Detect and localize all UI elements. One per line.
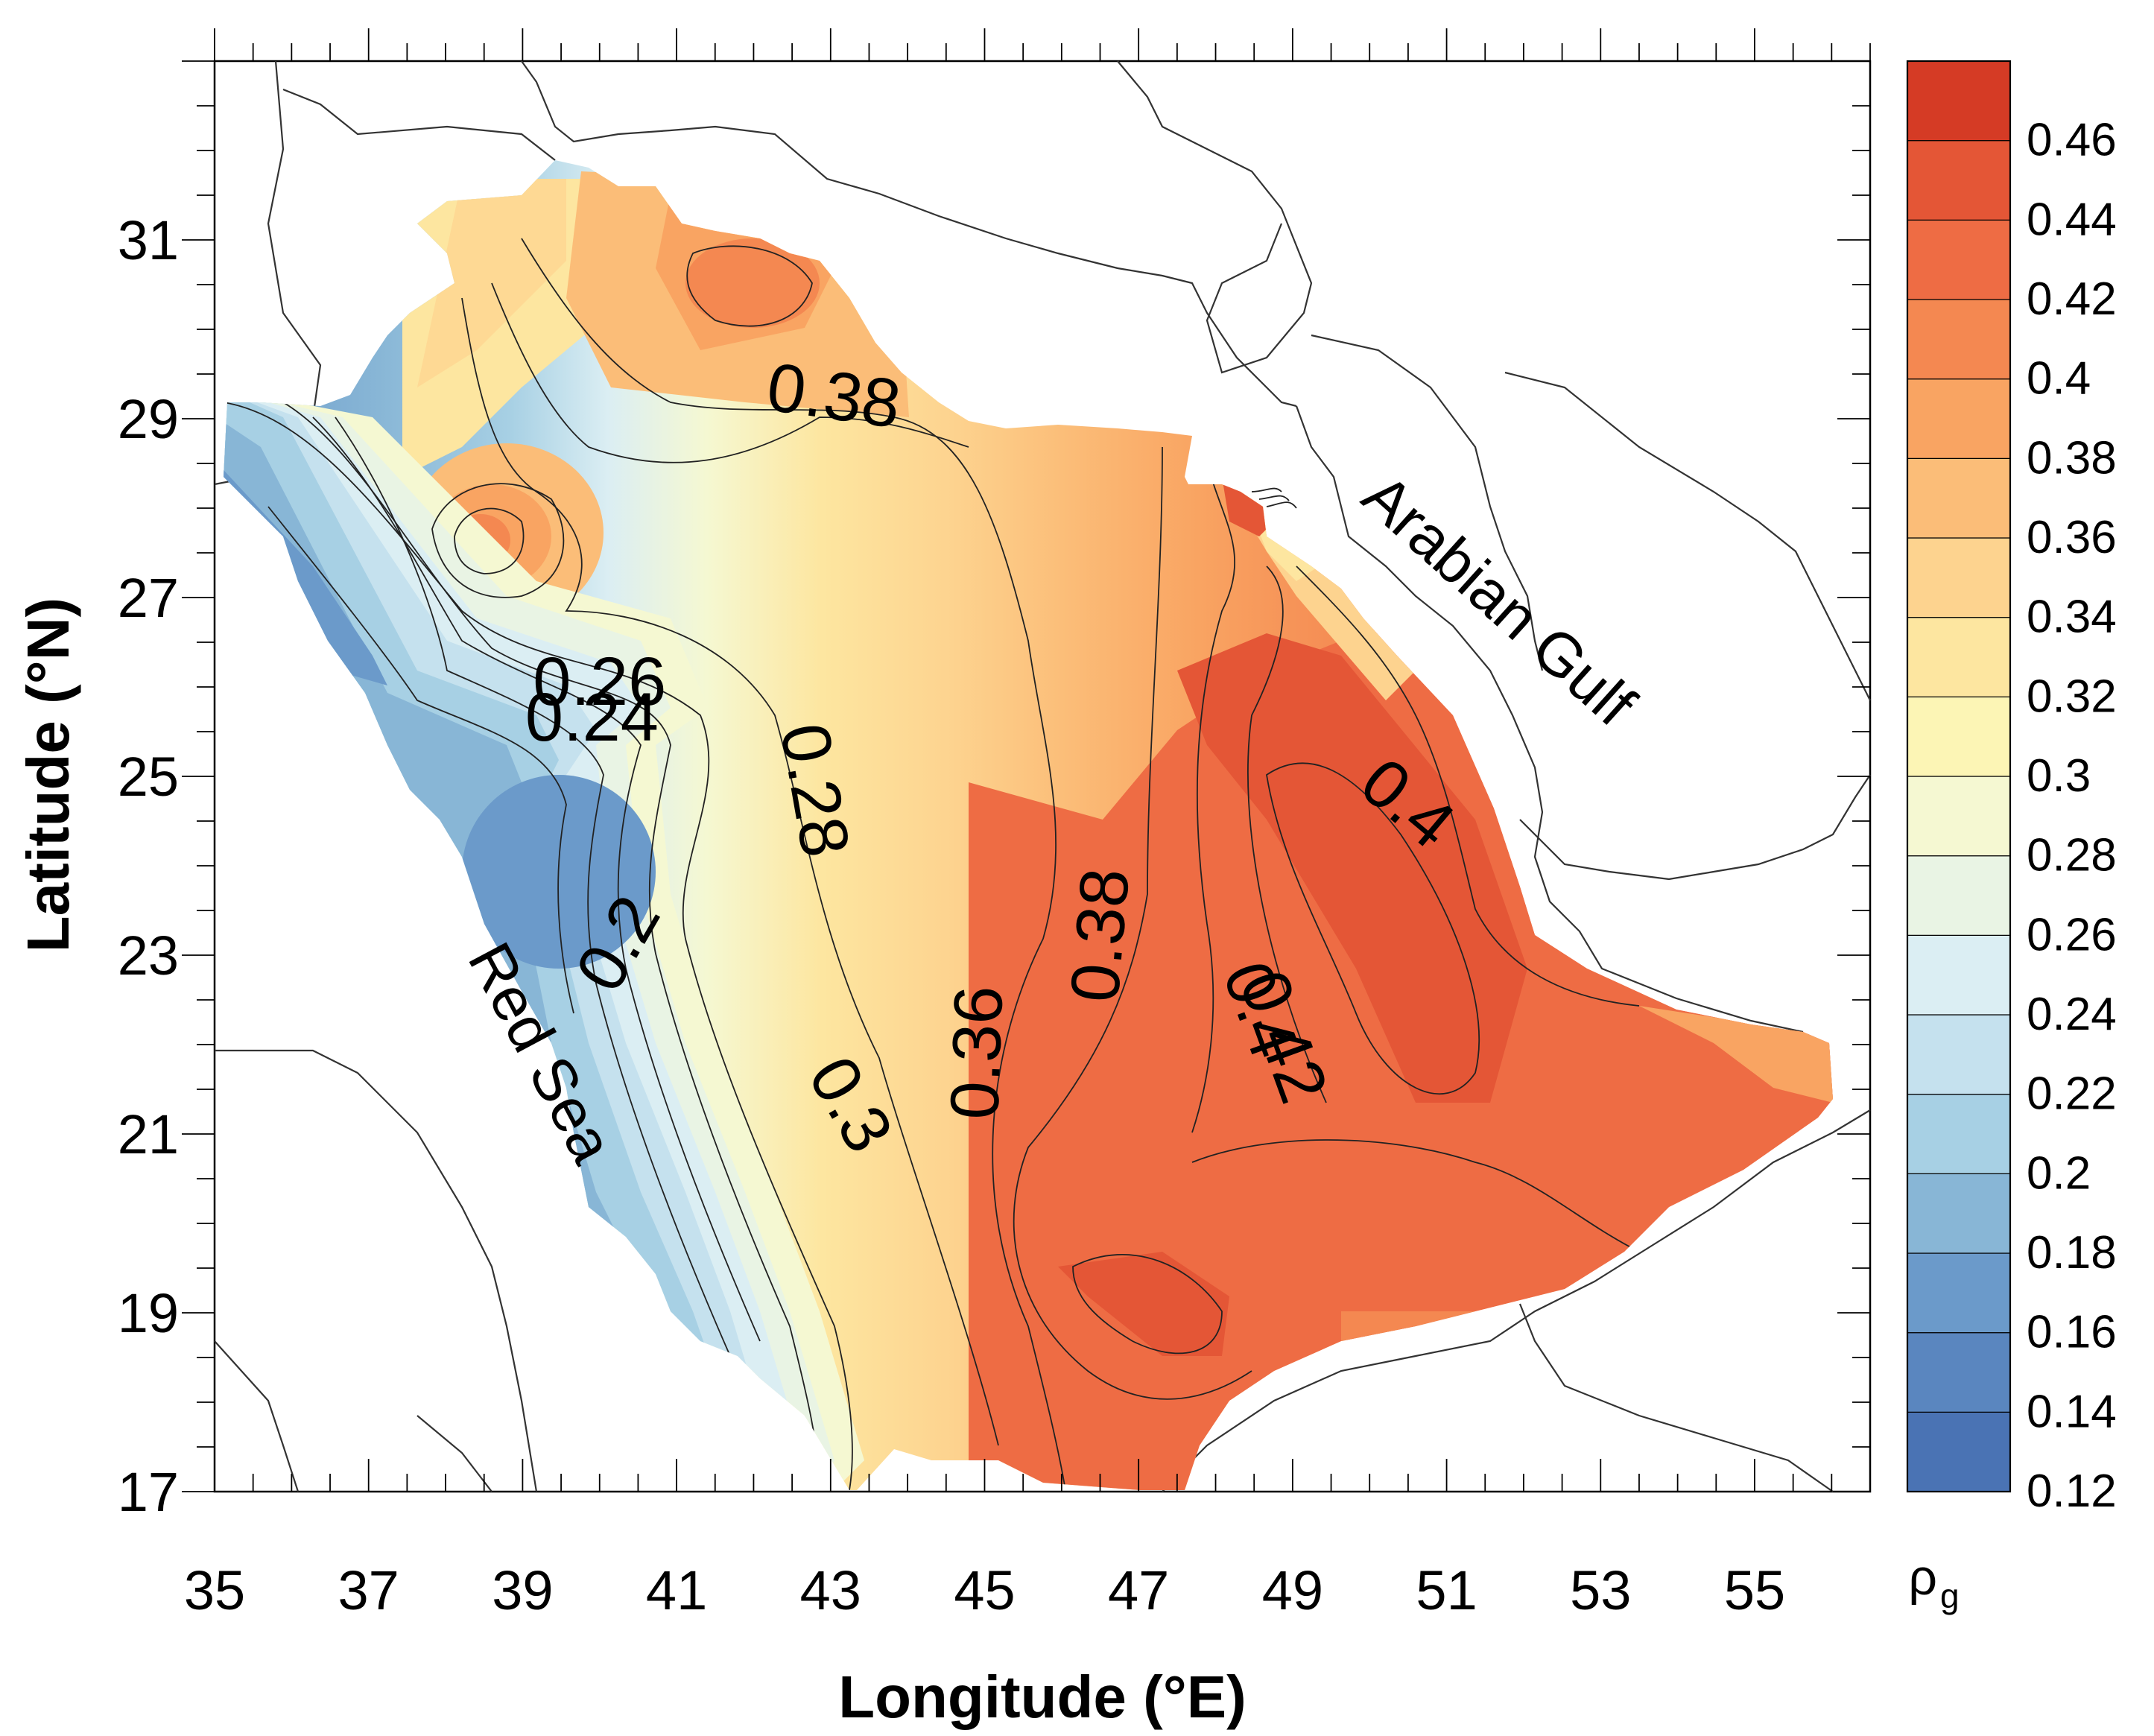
colorbar-frame — [1906, 60, 2012, 1493]
colorbar-label: 0.38 — [2027, 432, 2117, 484]
contour-label: 0.36 — [937, 985, 1017, 1121]
colorbar-label: 0.34 — [2027, 592, 2117, 643]
y-tick-label: 25 — [118, 746, 179, 808]
y-axis-ticks — [182, 60, 1870, 1492]
colorbar-label: 0.32 — [2027, 671, 2117, 722]
y-axis-tick-labels: 17 19 21 23 25 27 29 31 — [118, 209, 179, 1523]
contour-label: 0.38 — [1057, 866, 1144, 1005]
x-tick-label: 45 — [954, 1559, 1015, 1621]
y-tick-label: 19 — [118, 1282, 179, 1344]
colorbar-swatch — [1907, 457, 2011, 539]
colorbar-swatch — [1907, 1094, 2011, 1174]
contour-label: 0.26 — [533, 644, 666, 720]
gulf-coast-isolines — [1251, 487, 1297, 509]
colorbar-swatch — [1907, 1173, 2011, 1254]
x-tick-label: 53 — [1570, 1559, 1631, 1621]
y-tick-label: 29 — [118, 388, 179, 450]
colorbar-label: 0.2 — [2027, 1147, 2091, 1199]
y-tick-label: 17 — [118, 1461, 179, 1523]
x-axis-ticks — [214, 28, 1871, 1492]
colorbar-label: 0.24 — [2027, 989, 2117, 1040]
isolines — [224, 238, 1640, 1490]
colorbar-label: 0.36 — [2027, 512, 2117, 563]
x-tick-label: 55 — [1724, 1559, 1785, 1621]
x-tick-label: 37 — [338, 1559, 399, 1621]
x-tick-label: 47 — [1108, 1559, 1169, 1621]
colorbar-title: ρ g — [1908, 1549, 1959, 1615]
colorbar-swatch — [1907, 855, 2011, 936]
x-tick-label: 39 — [492, 1559, 553, 1621]
y-axis-title: Latitude (°N) — [15, 598, 81, 952]
colorbar-label: 0.42 — [2027, 273, 2117, 325]
colorbar-label: 0.16 — [2027, 1307, 2117, 1358]
colorbar-label: 0.44 — [2027, 194, 2117, 245]
svg-text:g: g — [1940, 1577, 1960, 1615]
colorbar-label: 0.18 — [2027, 1227, 2117, 1279]
y-tick-label: 21 — [118, 1103, 179, 1165]
colorbar-label: 0.12 — [2027, 1466, 2117, 1517]
colorbar-label: 0.26 — [2027, 909, 2117, 960]
svg-text:ρ: ρ — [1908, 1549, 1937, 1606]
x-tick-label: 41 — [646, 1559, 707, 1621]
y-tick-label: 27 — [118, 567, 179, 629]
colorbar-label: 0.46 — [2027, 115, 2117, 166]
colorbar-swatch — [1907, 140, 2011, 221]
colorbar-label: 0.28 — [2027, 830, 2117, 881]
x-tick-label: 43 — [800, 1559, 861, 1621]
colorbar-label: 0.22 — [2027, 1068, 2117, 1120]
colorbar-swatch — [1907, 1252, 2011, 1334]
colorbar-label: 0.14 — [2027, 1386, 2117, 1437]
contour-label: 0.38 — [762, 349, 905, 443]
colorbar-swatch — [1907, 60, 2011, 142]
x-tick-label: 51 — [1416, 1559, 1477, 1621]
x-tick-label: 35 — [184, 1559, 245, 1621]
colorbar-label: 0.3 — [2027, 750, 2091, 802]
colorbar-swatch — [1907, 934, 2011, 1016]
colorbar-swatch — [1907, 696, 2011, 777]
colorbar-swatch — [1907, 1411, 2011, 1492]
colorbar-swatch — [1907, 1014, 2011, 1095]
country-borders — [214, 60, 1871, 1492]
y-tick-label: 31 — [118, 209, 179, 271]
colorbar-label: 0.4 — [2027, 353, 2091, 405]
colorbar-swatch — [1907, 617, 2011, 697]
colorbar: 0.12 0.14 0.16 0.18 0.2 0.22 0.24 0.26 0.28 0.3 0.… — [1906, 60, 2117, 1517]
colorbar-swatch — [1907, 299, 2011, 380]
x-axis-tick-labels: 35 37 39 41 43 45 47 49 51 53 55 — [184, 1559, 1785, 1621]
colorbar-swatch — [1907, 537, 2011, 618]
colorbar-swatch — [1907, 776, 2011, 857]
colorbar-swatch — [1907, 378, 2011, 459]
colorbar-swatch — [1907, 1332, 2011, 1413]
y-tick-label: 23 — [118, 925, 179, 986]
x-tick-label: 49 — [1262, 1559, 1323, 1621]
x-axis-title: Longitude (°E) — [838, 1664, 1246, 1730]
contour-label: 0.24 — [525, 679, 659, 755]
colorbar-swatch — [1907, 219, 2011, 300]
